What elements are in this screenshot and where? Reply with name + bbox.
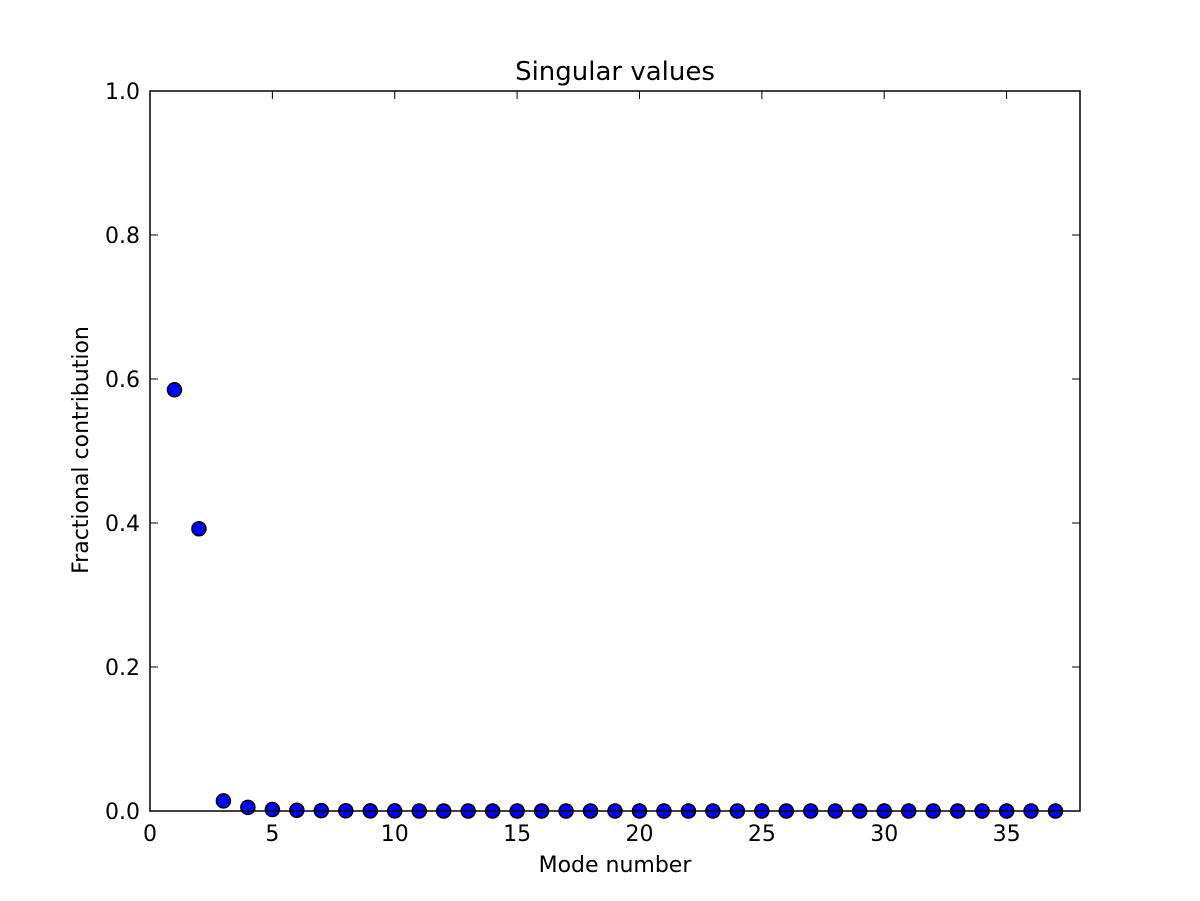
data-point bbox=[240, 799, 256, 816]
y-tick-label: 0.0 bbox=[105, 800, 140, 825]
marker-layer bbox=[166, 382, 1064, 819]
x-tick-label: 25 bbox=[748, 822, 776, 847]
chart-title: Singular values bbox=[515, 57, 715, 87]
x-tick-label: 35 bbox=[993, 822, 1021, 847]
data-point bbox=[264, 801, 281, 818]
y-tick-label: 0.2 bbox=[105, 656, 140, 681]
x-tick-label: 5 bbox=[265, 822, 279, 847]
x-axis-label: Mode number bbox=[539, 853, 693, 878]
data-point bbox=[191, 521, 207, 537]
x-tick-label: 30 bbox=[870, 822, 898, 847]
x-tick-label: 20 bbox=[625, 822, 653, 847]
y-tick-label: 0.8 bbox=[105, 224, 140, 249]
x-tick-label: 10 bbox=[381, 822, 409, 847]
plot-frame bbox=[149, 90, 1081, 812]
data-point bbox=[215, 793, 232, 809]
y-tick-label: 0.4 bbox=[105, 512, 140, 537]
y-tick-label: 1.0 bbox=[105, 80, 140, 105]
tick-layer: 0 5 10 15 20 25 30 35 0.0 0.2 0.4 0.6 0.8 1.0 bbox=[105, 80, 1080, 847]
x-tick-label: 0 bbox=[143, 822, 157, 847]
y-axis-label: Fractional contribution bbox=[69, 326, 94, 574]
data-point bbox=[166, 382, 183, 398]
y-tick-label: 0.6 bbox=[105, 368, 140, 393]
x-tick-label: 15 bbox=[503, 822, 531, 847]
